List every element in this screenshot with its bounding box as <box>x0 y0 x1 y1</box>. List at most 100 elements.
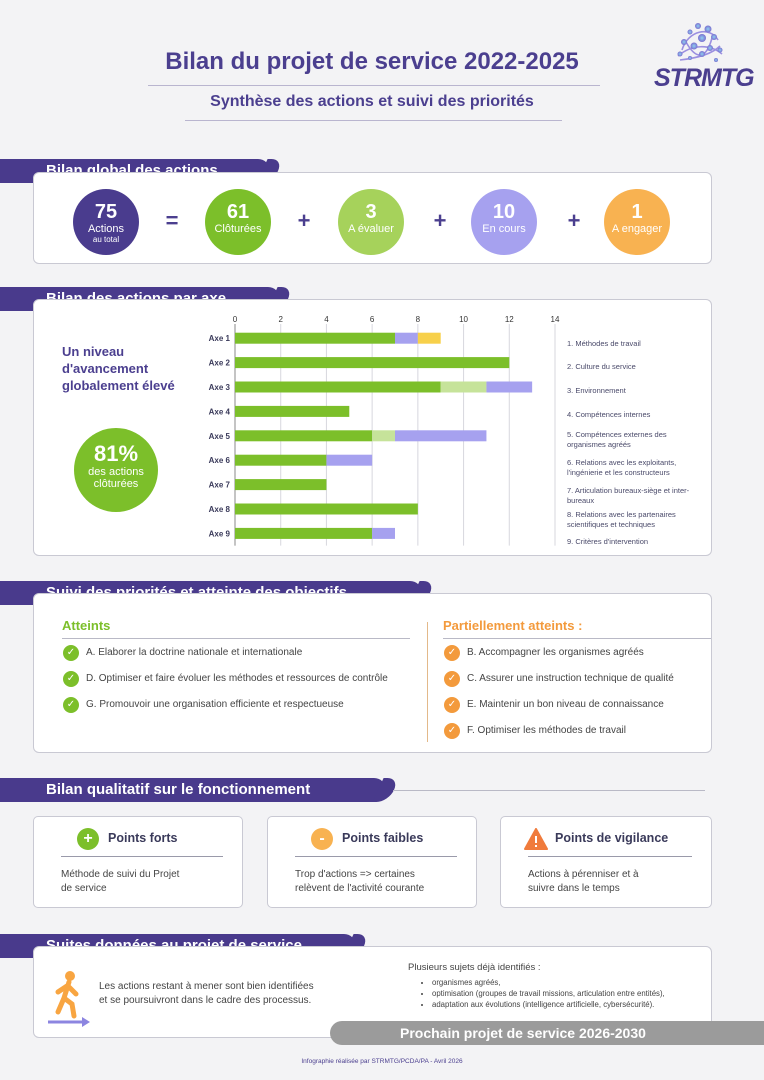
circle-value: 1 <box>631 201 643 223</box>
page-title: Bilan du projet de service 2022-2025 <box>165 48 579 75</box>
card-title: Points forts <box>108 831 178 845</box>
follow-up-text: Les actions restant à mener sont bien id… <box>99 980 314 1008</box>
x-tick-label: 10 <box>459 315 468 324</box>
circle-value: 61 <box>226 201 250 223</box>
subject-item: adaptation aux évolutions (intelligence … <box>432 999 665 1010</box>
qualitative-header-rule <box>393 790 705 791</box>
lead-line: d'avancement <box>62 361 149 376</box>
bar-segment <box>326 454 373 466</box>
closed-percent-value: 81% <box>93 441 139 466</box>
operator-symbol: = <box>165 208 179 233</box>
axis-legend-item: 9. Critères d'intervention <box>567 537 649 546</box>
card-text-line: suivre dans le temps <box>528 883 620 894</box>
card-text-line: relèvent de l'activité courante <box>295 883 425 894</box>
card-text-line: Méthode de suivi du Projet <box>61 869 180 880</box>
check-icon: ✓ <box>63 645 79 661</box>
section-header-qualitative: Bilan qualitatif sur le fonctionnement <box>0 778 386 802</box>
warning-icon <box>524 828 548 850</box>
bar-segment <box>235 527 373 539</box>
card-divider <box>295 856 457 857</box>
check-icon: ✓ <box>63 697 79 713</box>
minus-icon: - <box>311 828 333 850</box>
follow-up-line: Les actions restant à mener sont bien id… <box>99 981 314 992</box>
axis-legend-item: 1. Méthodes de travail <box>567 339 641 348</box>
card-text: Actions à pérenniser et à suivre dans le … <box>528 868 639 896</box>
x-tick-label: 4 <box>324 315 329 324</box>
reached-item: G. Promouvoir une organisation efficient… <box>86 699 344 710</box>
total-circle-3: 10 En cours <box>471 189 537 255</box>
card-text-line: Trop d'actions => certaines <box>295 869 415 880</box>
subject-item: organismes agréés, <box>432 977 665 988</box>
axis-legend-item: 4. Compétences internes <box>567 410 651 419</box>
axis-legend-item: 7. Articulation bureaux-siège et inter-b… <box>567 486 690 505</box>
card-divider <box>61 856 223 857</box>
card-divider <box>528 856 692 857</box>
category-label: Axe 7 <box>209 481 231 490</box>
axis-legend-item: 3. Environnement <box>567 386 626 395</box>
bar-segment <box>372 527 395 539</box>
lead-line: Un niveau <box>62 344 125 359</box>
bar-segment <box>395 430 487 442</box>
priorities-column-separator <box>427 622 428 742</box>
page-subtitle: Synthèse des actions et suivi des priori… <box>210 93 534 110</box>
category-label: Axe 4 <box>209 407 231 416</box>
footer-credit: Infographie réalisée par STRMTG/PCDA/PA … <box>301 1058 463 1065</box>
total-circle-1: 61 Clôturées <box>205 189 271 255</box>
card-text-line: Actions à pérenniser et à <box>528 869 639 880</box>
next-project-banner: Prochain projet de service 2026-2030 <box>330 1021 764 1045</box>
x-tick-label: 6 <box>370 315 375 324</box>
axis-bar-chart: 0 2 4 6 8 10 12 14 Axe 1 Axe 2 Axe 3 Axe 4 Axe 5 Axe … <box>209 315 560 546</box>
category-label: Axe 9 <box>209 529 231 538</box>
subjects-title: Plusieurs sujets déjà identifiés : <box>408 962 541 973</box>
total-circle-0: 75 Actions au total <box>73 189 139 255</box>
reached-item: D. Optimiser et faire évoluer les méthod… <box>86 673 388 684</box>
bar-segment <box>395 332 418 344</box>
lead-line: globalement élevé <box>62 378 175 393</box>
category-label: Axe 1 <box>209 334 231 343</box>
circle-value: 10 <box>492 201 516 223</box>
circle-sublabel: au total <box>92 235 120 244</box>
category-label: Axe 6 <box>209 456 231 465</box>
x-tick-label: 0 <box>233 315 238 324</box>
bar-segment <box>235 332 395 344</box>
circle-label: A engager <box>611 223 663 235</box>
check-icon: ✓ <box>444 723 460 739</box>
x-tick-label: 8 <box>416 315 421 324</box>
closed-percent-label: des actions <box>88 466 144 478</box>
category-label: Axe 3 <box>209 383 231 392</box>
strmtg-logo-text: STRMTG <box>654 64 755 92</box>
circle-label: A évaluer <box>348 223 394 235</box>
reached-heading: Atteints <box>62 618 111 633</box>
category-label: Axe 5 <box>209 432 231 441</box>
card-title: Points faibles <box>342 831 424 845</box>
bar-segment <box>235 454 327 466</box>
card-text: Méthode de suivi du Projet de service <box>61 868 179 896</box>
operator-symbol: + <box>567 208 581 233</box>
reached-item: A. Elaborer la doctrine nationale et int… <box>86 647 303 658</box>
subjects-list: organismes agréés, optimisation (groupes… <box>432 977 665 1010</box>
bar-segment <box>235 430 373 442</box>
bar-segment <box>235 503 418 515</box>
follow-up-line: et se poursuivront dans le cadre des pro… <box>99 995 312 1006</box>
title-divider <box>148 85 600 86</box>
operator-symbol: + <box>433 208 447 233</box>
plus-icon: + <box>77 828 99 850</box>
bar-segment <box>417 332 441 344</box>
partial-heading: Partiellement atteints : <box>443 618 583 633</box>
x-tick-label: 2 <box>278 315 283 324</box>
circle-label: En cours <box>482 223 526 235</box>
subtitle-divider <box>185 120 562 121</box>
circle-value: 3 <box>365 201 377 223</box>
check-icon: ✓ <box>444 645 460 661</box>
axis-legend-item: 6. Relations avec les exploitants, l'ing… <box>567 458 677 477</box>
closed-percent-label: clôturées <box>93 478 139 490</box>
axis-legend-item: 8. Relations avec les partenaires scient… <box>567 510 676 529</box>
bar-segment <box>235 479 327 491</box>
priorities-panel <box>33 593 712 753</box>
circle-value: 75 <box>94 201 118 223</box>
partial-divider <box>443 638 711 639</box>
check-icon: ✓ <box>63 671 79 687</box>
x-tick-label: 14 <box>551 315 560 324</box>
